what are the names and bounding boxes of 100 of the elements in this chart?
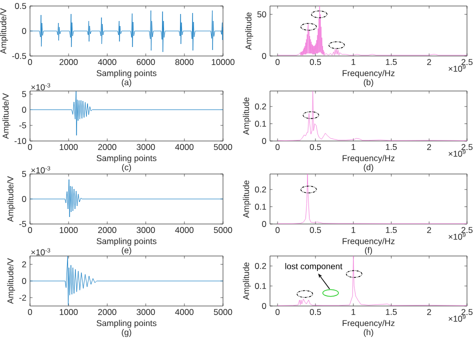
x-tick-label: 0.5 (310, 59, 322, 66)
y-tick-label: 0.1 (254, 282, 266, 289)
x-tick-label: 5000 (214, 144, 232, 150)
x-tick-label: 0 (276, 59, 280, 66)
y-tick-label: 0.2 (254, 262, 266, 269)
text: (f) (365, 247, 372, 255)
y-tick-label: 0.2 (254, 186, 266, 193)
y-axis-title: Amplitude/V (7, 258, 16, 304)
x-tick-label: 0 (276, 309, 280, 316)
y-axis-title: Amplitude/V (0, 8, 8, 54)
x-tick-label: 0 (28, 309, 32, 316)
text: (d) (364, 164, 374, 172)
y-axis-title: Amplitude (242, 180, 251, 218)
text: ×10$^{9}$ (448, 64, 466, 72)
x-tick-label: 2.5 (462, 227, 473, 234)
x-tick-label: 1000 (60, 309, 78, 316)
y-tick-label: 0 (22, 278, 26, 284)
x-tick-label: 2000 (98, 144, 116, 150)
x-tick-label: 2 (427, 59, 432, 65)
x-tick-label: 5000 (214, 309, 232, 316)
y-axis-title: Amplitude/V (7, 176, 16, 222)
x-tick-label: 0 (276, 227, 280, 234)
x-axis-title: Frequency/Hz (342, 320, 395, 328)
y-tick-label: -10 (14, 138, 26, 144)
y-axis-title: Amplitude (242, 97, 251, 135)
x-tick-label: 0 (28, 144, 32, 150)
y-tick-label: 50 (257, 11, 266, 18)
x-tick-label: 6000 (136, 59, 155, 66)
x-tick-label: 5000 (214, 227, 232, 234)
x-tick-label: 3000 (136, 227, 155, 234)
text: (b) (364, 79, 374, 87)
x-tick-label: 2000 (98, 309, 116, 316)
text: ×10$^{-3}$ (31, 166, 50, 174)
x-axis-title: Sampling points (96, 70, 156, 78)
y-tick-label: -2 (19, 294, 26, 301)
x-tick-label: 2 (427, 227, 432, 233)
annotation: lost component (285, 263, 342, 271)
x-axis-title: Sampling points (96, 238, 156, 246)
y-tick-label: 2 (22, 261, 26, 268)
x-tick-label: 1 (352, 309, 356, 315)
x-tick-label: 1.5 (386, 59, 397, 65)
y-tick-label: 0 (22, 106, 26, 113)
y-tick-label: 0 (262, 52, 266, 59)
y-tick-label: 0.2 (254, 104, 266, 110)
x-tick-label: 0.5 (310, 144, 322, 150)
y-tick-label: 0.1 (254, 120, 266, 127)
x-axis-title: Sampling points (96, 320, 156, 328)
x-tick-label: 0 (28, 59, 32, 66)
x-tick-label: 10000 (212, 59, 234, 66)
text: (e) (122, 247, 132, 255)
x-tick-label: 4000 (175, 144, 194, 150)
y-tick-label: -5 (19, 122, 26, 128)
x-tick-label: 2 (427, 144, 432, 150)
x-tick-label: 1 (352, 144, 356, 150)
text: ×10$^{9}$ (448, 150, 466, 157)
text: (g) (122, 329, 132, 337)
y-tick-label: 5 (22, 171, 26, 177)
y-axis-title: Amplitude (245, 12, 254, 50)
x-tick-label: 3000 (136, 144, 155, 150)
x-axis-title: Frequency/Hz (342, 70, 395, 78)
text: (c) (122, 164, 131, 172)
x-tick-label: 4000 (175, 227, 194, 234)
x-tick-label: 8000 (175, 59, 194, 66)
x-tick-label: 2 (427, 309, 432, 315)
x-tick-label: 0 (28, 227, 32, 234)
y-tick-label: 0 (22, 28, 26, 34)
x-tick-label: 2.5 (462, 309, 473, 316)
x-tick-label: 2000 (98, 227, 116, 234)
text: (h) (364, 329, 374, 337)
x-tick-label: 1.5 (386, 144, 397, 150)
x-tick-label: 1.5 (386, 309, 397, 315)
line-series (30, 179, 223, 218)
x-tick-label: 2000 (60, 59, 78, 66)
line-series (30, 10, 223, 52)
y-tick-label: 0.1 (254, 204, 266, 210)
y-tick-label: 0 (22, 196, 26, 202)
x-tick-label: 1 (352, 227, 356, 233)
x-axis-title: Frequency/Hz (342, 154, 395, 163)
x-axis-title: Sampling points (96, 154, 156, 163)
x-tick-label: 0 (276, 144, 280, 150)
text: ×10$^{-3}$ (31, 83, 50, 90)
x-tick-label: 1000 (60, 144, 78, 150)
y-tick-label: 0 (262, 138, 266, 144)
x-tick-label: 0.5 (310, 227, 322, 234)
y-axis-title: Amplitude (242, 262, 251, 300)
y-tick-label: 0 (262, 220, 266, 227)
y-tick-label: 5 (22, 91, 26, 98)
text: (a) (122, 79, 132, 87)
y-tick-label: -0.5 (12, 52, 26, 59)
line-series (30, 91, 223, 136)
x-tick-label: 1 (352, 59, 356, 65)
x-axis-title: Frequency/Hz (342, 238, 395, 246)
y-tick-label: 0 (262, 302, 266, 309)
x-tick-label: 1.5 (386, 227, 397, 233)
y-tick-label: -5 (19, 221, 26, 227)
x-tick-label: 2.5 (462, 59, 473, 66)
text: ×10$^{-3}$ (31, 248, 50, 256)
x-tick-label: 4000 (98, 59, 116, 66)
x-tick-label: 3000 (136, 309, 155, 316)
y-tick-label: 0.5 (14, 2, 26, 9)
